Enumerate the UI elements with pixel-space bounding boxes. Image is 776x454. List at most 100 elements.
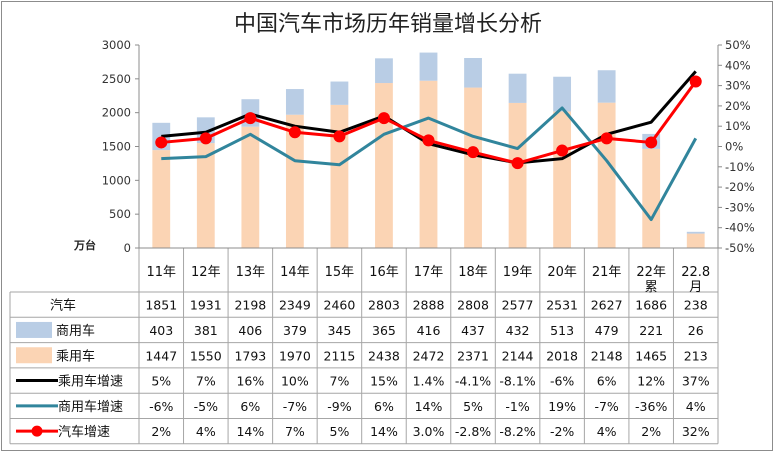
bar-passenger <box>330 104 349 248</box>
table-cell: 1970 <box>279 348 311 363</box>
table-cell: 14% <box>370 424 398 439</box>
table-cell: 1793 <box>234 348 266 363</box>
table-row: 乘用车增速 5% 7% 16% 10% 7% 15% 1.4% -4.1% -8.1% -6% 6% 1… <box>16 374 710 390</box>
right-tick-label: 30% <box>725 79 751 93</box>
category-label: 月 <box>689 280 702 295</box>
table-cell: 1447 <box>145 348 177 363</box>
data-table: 汽车 1851 1931 2198 2349 2460 2803 2888 2808 2577 25… <box>16 298 710 440</box>
category-label: 19年 <box>503 265 533 280</box>
table-cell: 2115 <box>324 348 356 363</box>
table-cell: 2627 <box>591 298 623 313</box>
table-cell: 1465 <box>635 348 667 363</box>
table-cell: 2371 <box>457 348 489 363</box>
table-cell: 2018 <box>546 348 578 363</box>
bar-commercial <box>597 70 616 103</box>
left-tick-label: 3000 <box>102 38 131 52</box>
table-cell: 213 <box>684 348 708 363</box>
table-cell: 2472 <box>413 348 445 363</box>
growth-lines <box>155 70 702 222</box>
table-cell: 513 <box>550 323 574 338</box>
marker-total-growth <box>467 146 480 159</box>
line-commercial-growth <box>161 106 698 222</box>
table-cell: 365 <box>372 323 396 338</box>
row-label: 汽车 <box>50 298 76 314</box>
row-label: 商用车增速 <box>58 399 123 415</box>
marker-total-growth <box>333 130 346 143</box>
table-grid <box>9 248 719 445</box>
marker-total-growth <box>600 132 613 145</box>
right-tick-label: -40% <box>725 221 755 235</box>
table-cell: -6% <box>550 374 574 389</box>
table-cell: 2577 <box>502 298 534 313</box>
table-cell: -2.8% <box>455 424 491 439</box>
table-cell: 32% <box>682 424 710 439</box>
bar-passenger <box>642 148 661 248</box>
category-label: 17年 <box>414 265 444 280</box>
table-cell: 238 <box>684 298 708 313</box>
table-cell: 379 <box>283 323 307 338</box>
marker-total-growth <box>511 157 524 170</box>
unit-label: 万台 <box>73 238 96 252</box>
right-tick-label: -10% <box>725 160 755 174</box>
bar-commercial <box>285 89 304 115</box>
table-cell: 4% <box>597 424 617 439</box>
table-cell: 7% <box>285 424 305 439</box>
bar-commercial <box>464 57 482 88</box>
bar-commercial <box>375 58 393 84</box>
legend-swatch <box>16 347 52 364</box>
table-row: 商用车增速 -6% -5% 6% -7% -9% 6% 14% 5% -1% 19% -7% -36% 4… <box>16 399 706 415</box>
category-label: 16年 <box>369 265 399 280</box>
table-cell: 2198 <box>234 298 266 313</box>
row-label: 乘用车增速 <box>58 374 123 390</box>
table-cell: 2% <box>151 424 171 439</box>
table-cell: -1% <box>505 399 529 414</box>
table-cell: 19% <box>548 399 576 414</box>
left-tick-label: 1000 <box>102 173 131 187</box>
bar-commercial <box>553 76 572 112</box>
table-cell: 345 <box>327 323 351 338</box>
bar-passenger <box>241 126 260 248</box>
marker-total-growth <box>288 126 301 139</box>
category-label: 12年 <box>191 265 221 280</box>
right-tick-label: -20% <box>725 180 755 194</box>
chart-title: 中国汽车市场历年销量增长分析 <box>234 12 542 37</box>
right-tick-label: 50% <box>725 38 751 52</box>
table-cell: 4% <box>686 399 706 414</box>
right-tick-label: 40% <box>725 58 751 72</box>
row-label: 汽车增速 <box>58 424 110 440</box>
category-label: 11年 <box>146 265 176 280</box>
table-cell: 2460 <box>324 298 356 313</box>
bar-passenger <box>597 102 616 248</box>
table-cell: 2531 <box>546 298 578 313</box>
bar-passenger <box>508 102 527 248</box>
left-tick-label: 2000 <box>102 106 131 120</box>
marker-total-growth <box>244 112 257 125</box>
marker-total-growth <box>645 136 658 149</box>
left-tick-label: 1500 <box>102 140 131 154</box>
table-row: 汽车 1851 1931 2198 2349 2460 2803 2888 2808 2577 25… <box>50 298 708 314</box>
axes: 3000 2500 2000 1500 1000 500 0 50% 40% 30% 20% 10% 0… <box>102 38 755 255</box>
table-cell: -7% <box>283 399 307 414</box>
bar-passenger <box>196 143 215 248</box>
marker-total-growth <box>199 132 212 145</box>
table-row: 商用车 403 381 406 379 345 365 416 437 432 513 479 221 2… <box>16 321 704 339</box>
bar-series <box>152 52 705 249</box>
left-tick-label: 2500 <box>102 72 131 86</box>
table-cell: 6% <box>597 374 617 389</box>
bar-passenger <box>686 233 705 248</box>
table-cell: 37% <box>682 374 710 389</box>
table-cell: 6% <box>240 399 260 414</box>
table-cell: 479 <box>595 323 619 338</box>
category-label: 21年 <box>592 265 622 280</box>
table-cell: 7% <box>196 374 216 389</box>
table-cell: 2803 <box>368 298 400 313</box>
table-cell: 2888 <box>413 298 445 313</box>
bar-passenger <box>553 111 572 248</box>
category-label: 15年 <box>325 265 355 280</box>
row-label: 乘用车 <box>56 348 95 364</box>
left-tick-label: 500 <box>109 207 131 221</box>
table-cell: 14% <box>415 399 443 414</box>
table-cell: 406 <box>238 323 262 338</box>
table-cell: 12% <box>637 374 665 389</box>
